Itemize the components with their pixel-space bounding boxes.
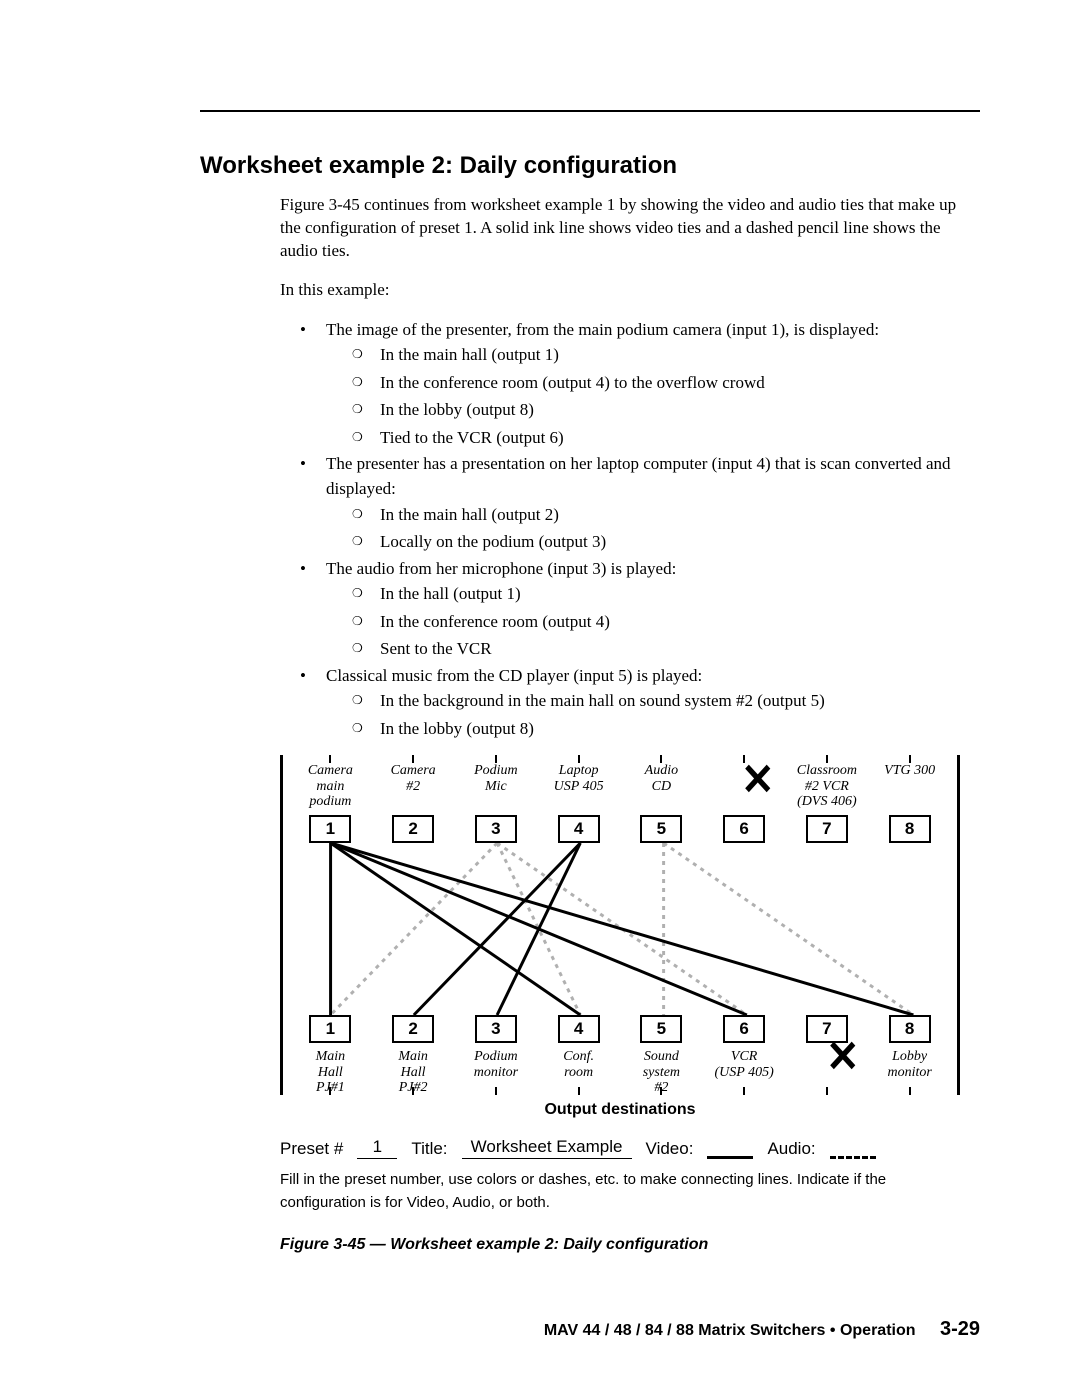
output-destinations-label: Output destinations (280, 1101, 960, 1119)
io-number-box: 6 (723, 1015, 765, 1043)
bullet-list: The image of the presenter, from the mai… (300, 318, 980, 742)
io-number-box: 8 (889, 815, 931, 843)
x-mark-icon: ✕ (741, 755, 775, 806)
sub-bullet-item: Tied to the VCR (output 6) (352, 425, 980, 451)
instructions-text: Fill in the preset number, use colors or… (280, 1169, 960, 1214)
sub-bullet-item: In the conference room (output 4) (352, 609, 980, 635)
sub-bullet-item: In the conference room (output 4) to the… (352, 370, 980, 396)
title-label: Title: (411, 1139, 447, 1159)
sub-bullet-item: In the main hall (output 2) (352, 502, 980, 528)
page-number: 3-29 (940, 1318, 980, 1340)
routing-diagram: CameramainpodiumCamera#2PodiumMicLaptopU… (280, 755, 960, 1095)
io-number-box: 5 (640, 815, 682, 843)
figure-caption: Figure 3-45 — Worksheet example 2: Daily… (280, 1236, 980, 1254)
io-number-box: 1 (309, 1015, 351, 1043)
io-number-box: 7 (806, 815, 848, 843)
preset-num-value: 1 (357, 1137, 397, 1159)
section-heading: Worksheet example 2: Daily configuration (200, 152, 980, 180)
io-number-box: 1 (309, 815, 351, 843)
io-number-box: 2 (392, 1015, 434, 1043)
io-number-box: 5 (640, 1015, 682, 1043)
x-mark-icon: ✕ (826, 1032, 860, 1083)
title-value: Worksheet Example (462, 1137, 632, 1159)
io-number-box: 3 (475, 815, 517, 843)
io-number-box: 3 (475, 1015, 517, 1043)
footer-text: MAV 44 / 48 / 84 / 88 Matrix Switchers •… (544, 1322, 916, 1339)
bullet-item: Classical music from the CD player (inpu… (300, 664, 980, 742)
sub-bullet-item: In the lobby (output 8) (352, 397, 980, 423)
preset-num-label: Preset # (280, 1139, 343, 1159)
page-footer: MAV 44 / 48 / 84 / 88 Matrix Switchers •… (544, 1318, 980, 1341)
in-this-example: In this example: (280, 279, 980, 302)
io-number-box: 8 (889, 1015, 931, 1043)
audio-label: Audio: (767, 1139, 815, 1159)
bullet-item: The presenter has a presentation on her … (300, 452, 980, 554)
preset-line: Preset # 1 Title: Worksheet Example Vide… (280, 1137, 960, 1159)
audio-legend-line (830, 1156, 876, 1159)
io-number-box: 2 (392, 815, 434, 843)
sub-bullet-item: Locally on the podium (output 3) (352, 529, 980, 555)
io-number-box: 6 (723, 815, 765, 843)
io-number-box: 4 (558, 1015, 600, 1043)
bullet-item: The audio from her microphone (input 3) … (300, 557, 980, 662)
video-legend-line (707, 1156, 753, 1159)
sub-bullet-item: In the main hall (output 1) (352, 342, 980, 368)
sub-bullet-item: In the lobby (output 8) (352, 716, 980, 742)
bullet-item: The image of the presenter, from the mai… (300, 318, 980, 451)
sub-bullet-item: In the background in the main hall on so… (352, 688, 980, 714)
io-number-box: 4 (558, 815, 600, 843)
sub-bullet-item: Sent to the VCR (352, 636, 980, 662)
video-label: Video: (646, 1139, 694, 1159)
intro-paragraph: Figure 3-45 continues from worksheet exa… (280, 194, 980, 263)
sub-bullet-item: In the hall (output 1) (352, 581, 980, 607)
